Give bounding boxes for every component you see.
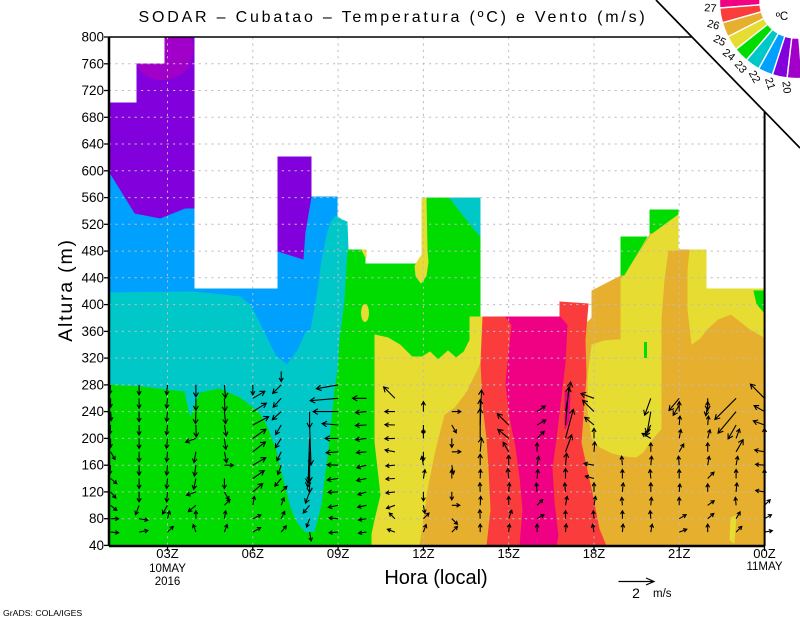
svg-text:2016: 2016 <box>155 576 181 588</box>
svg-text:SODAR – Cubatao – Temperatura: SODAR – Cubatao – Temperatura (ºC) e Ven… <box>139 9 648 26</box>
svg-text:21Z: 21Z <box>668 546 690 561</box>
svg-text:24: 24 <box>720 47 737 64</box>
svg-text:600: 600 <box>81 163 104 178</box>
svg-text:27: 27 <box>704 2 717 15</box>
svg-text:760: 760 <box>81 56 104 71</box>
svg-text:120: 120 <box>81 484 104 499</box>
svg-text:12Z: 12Z <box>412 546 434 561</box>
svg-text:280: 280 <box>81 377 104 392</box>
svg-text:720: 720 <box>81 83 104 98</box>
svg-text:11MAY: 11MAY <box>746 561 782 573</box>
svg-text:15Z: 15Z <box>497 546 519 561</box>
svg-text:Altura (m): Altura (m) <box>55 238 77 342</box>
svg-text:160: 160 <box>81 458 104 473</box>
svg-text:2: 2 <box>632 585 640 601</box>
svg-text:09Z: 09Z <box>327 546 349 561</box>
svg-text:Hora (local): Hora (local) <box>384 567 487 589</box>
svg-text:440: 440 <box>81 270 104 285</box>
svg-text:m/s: m/s <box>653 588 672 600</box>
svg-text:22: 22 <box>746 69 762 86</box>
svg-text:00Z: 00Z <box>753 546 775 561</box>
svg-text:10MAY: 10MAY <box>149 563 186 575</box>
svg-text:ºC: ºC <box>776 11 789 23</box>
svg-text:21: 21 <box>762 76 777 91</box>
svg-text:GrADS: COLA/IGES: GrADS: COLA/IGES <box>3 608 82 618</box>
svg-text:03Z: 03Z <box>156 546 178 561</box>
svg-text:80: 80 <box>89 511 104 526</box>
svg-text:240: 240 <box>81 404 104 419</box>
svg-text:200: 200 <box>81 431 104 446</box>
svg-text:320: 320 <box>81 351 104 366</box>
svg-text:560: 560 <box>81 190 104 205</box>
svg-text:360: 360 <box>81 324 104 339</box>
svg-text:06Z: 06Z <box>242 546 264 561</box>
svg-text:800: 800 <box>81 30 104 45</box>
svg-text:18Z: 18Z <box>583 546 605 561</box>
svg-text:400: 400 <box>81 297 104 312</box>
svg-text:480: 480 <box>81 244 104 259</box>
svg-text:40: 40 <box>89 538 104 553</box>
svg-text:640: 640 <box>81 137 104 152</box>
svg-text:520: 520 <box>81 217 104 232</box>
svg-text:680: 680 <box>81 110 104 125</box>
svg-text:26: 26 <box>706 18 721 33</box>
svg-text:20: 20 <box>779 81 792 95</box>
svg-text:25: 25 <box>711 33 727 49</box>
